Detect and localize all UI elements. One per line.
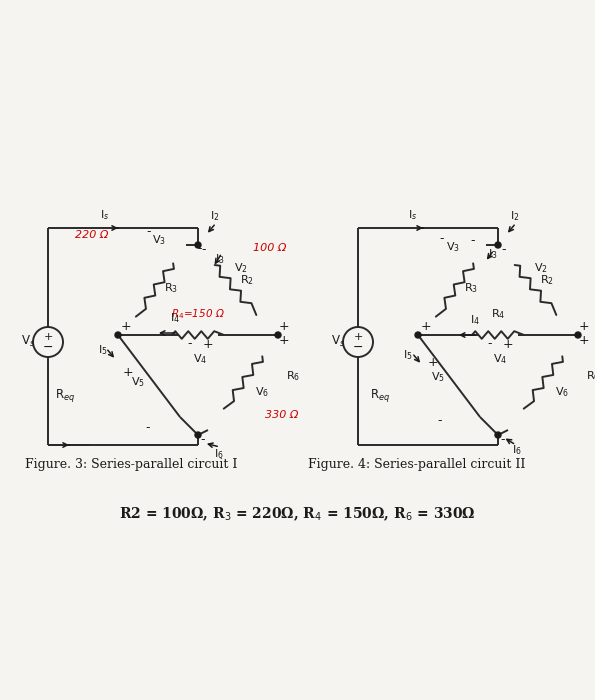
Text: V$_5$: V$_5$	[431, 370, 445, 384]
Text: I$_5$: I$_5$	[403, 348, 413, 362]
Circle shape	[195, 432, 201, 438]
Text: -: -	[471, 234, 475, 248]
Text: +: +	[353, 332, 363, 342]
Text: R$_2$: R$_2$	[240, 273, 255, 287]
Text: R2 = 100Ω, R$_3$ = 220Ω, R$_4$ = 150Ω, R$_6$ = 330Ω: R2 = 100Ω, R$_3$ = 220Ω, R$_4$ = 150Ω, R…	[118, 505, 475, 523]
Text: +: +	[428, 356, 439, 370]
Text: Figure. 4: Series-parallel circuit II: Figure. 4: Series-parallel circuit II	[308, 458, 525, 471]
Text: -: -	[438, 414, 442, 428]
Text: V$_s$: V$_s$	[331, 333, 345, 349]
Text: I$_2$: I$_2$	[510, 209, 519, 223]
Text: -: -	[202, 244, 206, 256]
Text: -: -	[147, 225, 151, 239]
Text: V$_3$: V$_3$	[446, 240, 460, 254]
Text: V$_2$: V$_2$	[534, 261, 547, 275]
Text: +: +	[503, 337, 513, 351]
Text: -: -	[201, 433, 205, 447]
Text: I$_6$: I$_6$	[214, 447, 224, 461]
Circle shape	[495, 242, 501, 248]
Text: -: -	[198, 242, 202, 256]
Text: 330 Ω: 330 Ω	[265, 410, 298, 420]
Text: R$_4$=150 Ω: R$_4$=150 Ω	[171, 307, 225, 321]
Circle shape	[415, 332, 421, 338]
Text: -: -	[440, 232, 444, 246]
Text: V$_4$: V$_4$	[493, 352, 507, 366]
Text: R$_3$: R$_3$	[465, 281, 478, 295]
Text: -: -	[488, 337, 492, 351]
Text: I$_3$: I$_3$	[488, 247, 497, 261]
Text: +: +	[43, 332, 53, 342]
Text: −: −	[353, 340, 364, 354]
Text: R$_4$: R$_4$	[491, 307, 505, 321]
Text: −: −	[43, 340, 53, 354]
Circle shape	[575, 332, 581, 338]
Text: I$_2$: I$_2$	[210, 209, 220, 223]
Circle shape	[275, 332, 281, 338]
Text: I$_4$: I$_4$	[170, 312, 180, 325]
Text: R$_3$: R$_3$	[164, 281, 178, 295]
Circle shape	[195, 242, 201, 248]
Text: +: +	[278, 321, 289, 333]
Circle shape	[495, 432, 501, 438]
Text: R$_2$: R$_2$	[540, 273, 555, 287]
Text: R$_6$: R$_6$	[286, 370, 300, 384]
Text: -: -	[502, 244, 506, 256]
Text: V$_s$: V$_s$	[21, 333, 35, 349]
Text: I$_6$: I$_6$	[512, 443, 522, 457]
Text: R$_{eq}$: R$_{eq}$	[55, 386, 76, 403]
Text: V$_3$: V$_3$	[152, 233, 166, 247]
Circle shape	[33, 327, 63, 357]
Text: I$_5$: I$_5$	[98, 343, 108, 357]
Text: 100 Ω: 100 Ω	[253, 243, 286, 253]
Text: I$_s$: I$_s$	[408, 208, 418, 222]
Text: V$_5$: V$_5$	[131, 375, 145, 389]
Text: I$_4$: I$_4$	[470, 313, 480, 327]
Text: +: +	[579, 321, 589, 333]
Text: -: -	[146, 421, 151, 435]
Text: +: +	[278, 333, 289, 346]
Text: R$_{eq}$: R$_{eq}$	[370, 386, 390, 403]
Text: 220 Ω: 220 Ω	[75, 230, 108, 240]
Text: Figure. 3: Series-parallel circuit I: Figure. 3: Series-parallel circuit I	[25, 458, 237, 471]
Text: +: +	[123, 365, 133, 379]
Text: -: -	[501, 433, 505, 447]
Text: +: +	[203, 337, 214, 351]
Circle shape	[343, 327, 373, 357]
Text: V$_4$: V$_4$	[193, 352, 207, 366]
Text: -: -	[188, 337, 192, 351]
Text: +: +	[421, 321, 431, 333]
Text: I$_s$: I$_s$	[101, 208, 109, 222]
Text: V$_2$: V$_2$	[233, 261, 248, 275]
Text: +: +	[121, 321, 131, 333]
Text: V$_6$: V$_6$	[555, 386, 569, 400]
Text: I$_3$: I$_3$	[215, 252, 225, 266]
Text: V$_6$: V$_6$	[255, 386, 269, 400]
Text: +: +	[579, 333, 589, 346]
Circle shape	[115, 332, 121, 338]
Text: R$_6$: R$_6$	[586, 370, 595, 384]
